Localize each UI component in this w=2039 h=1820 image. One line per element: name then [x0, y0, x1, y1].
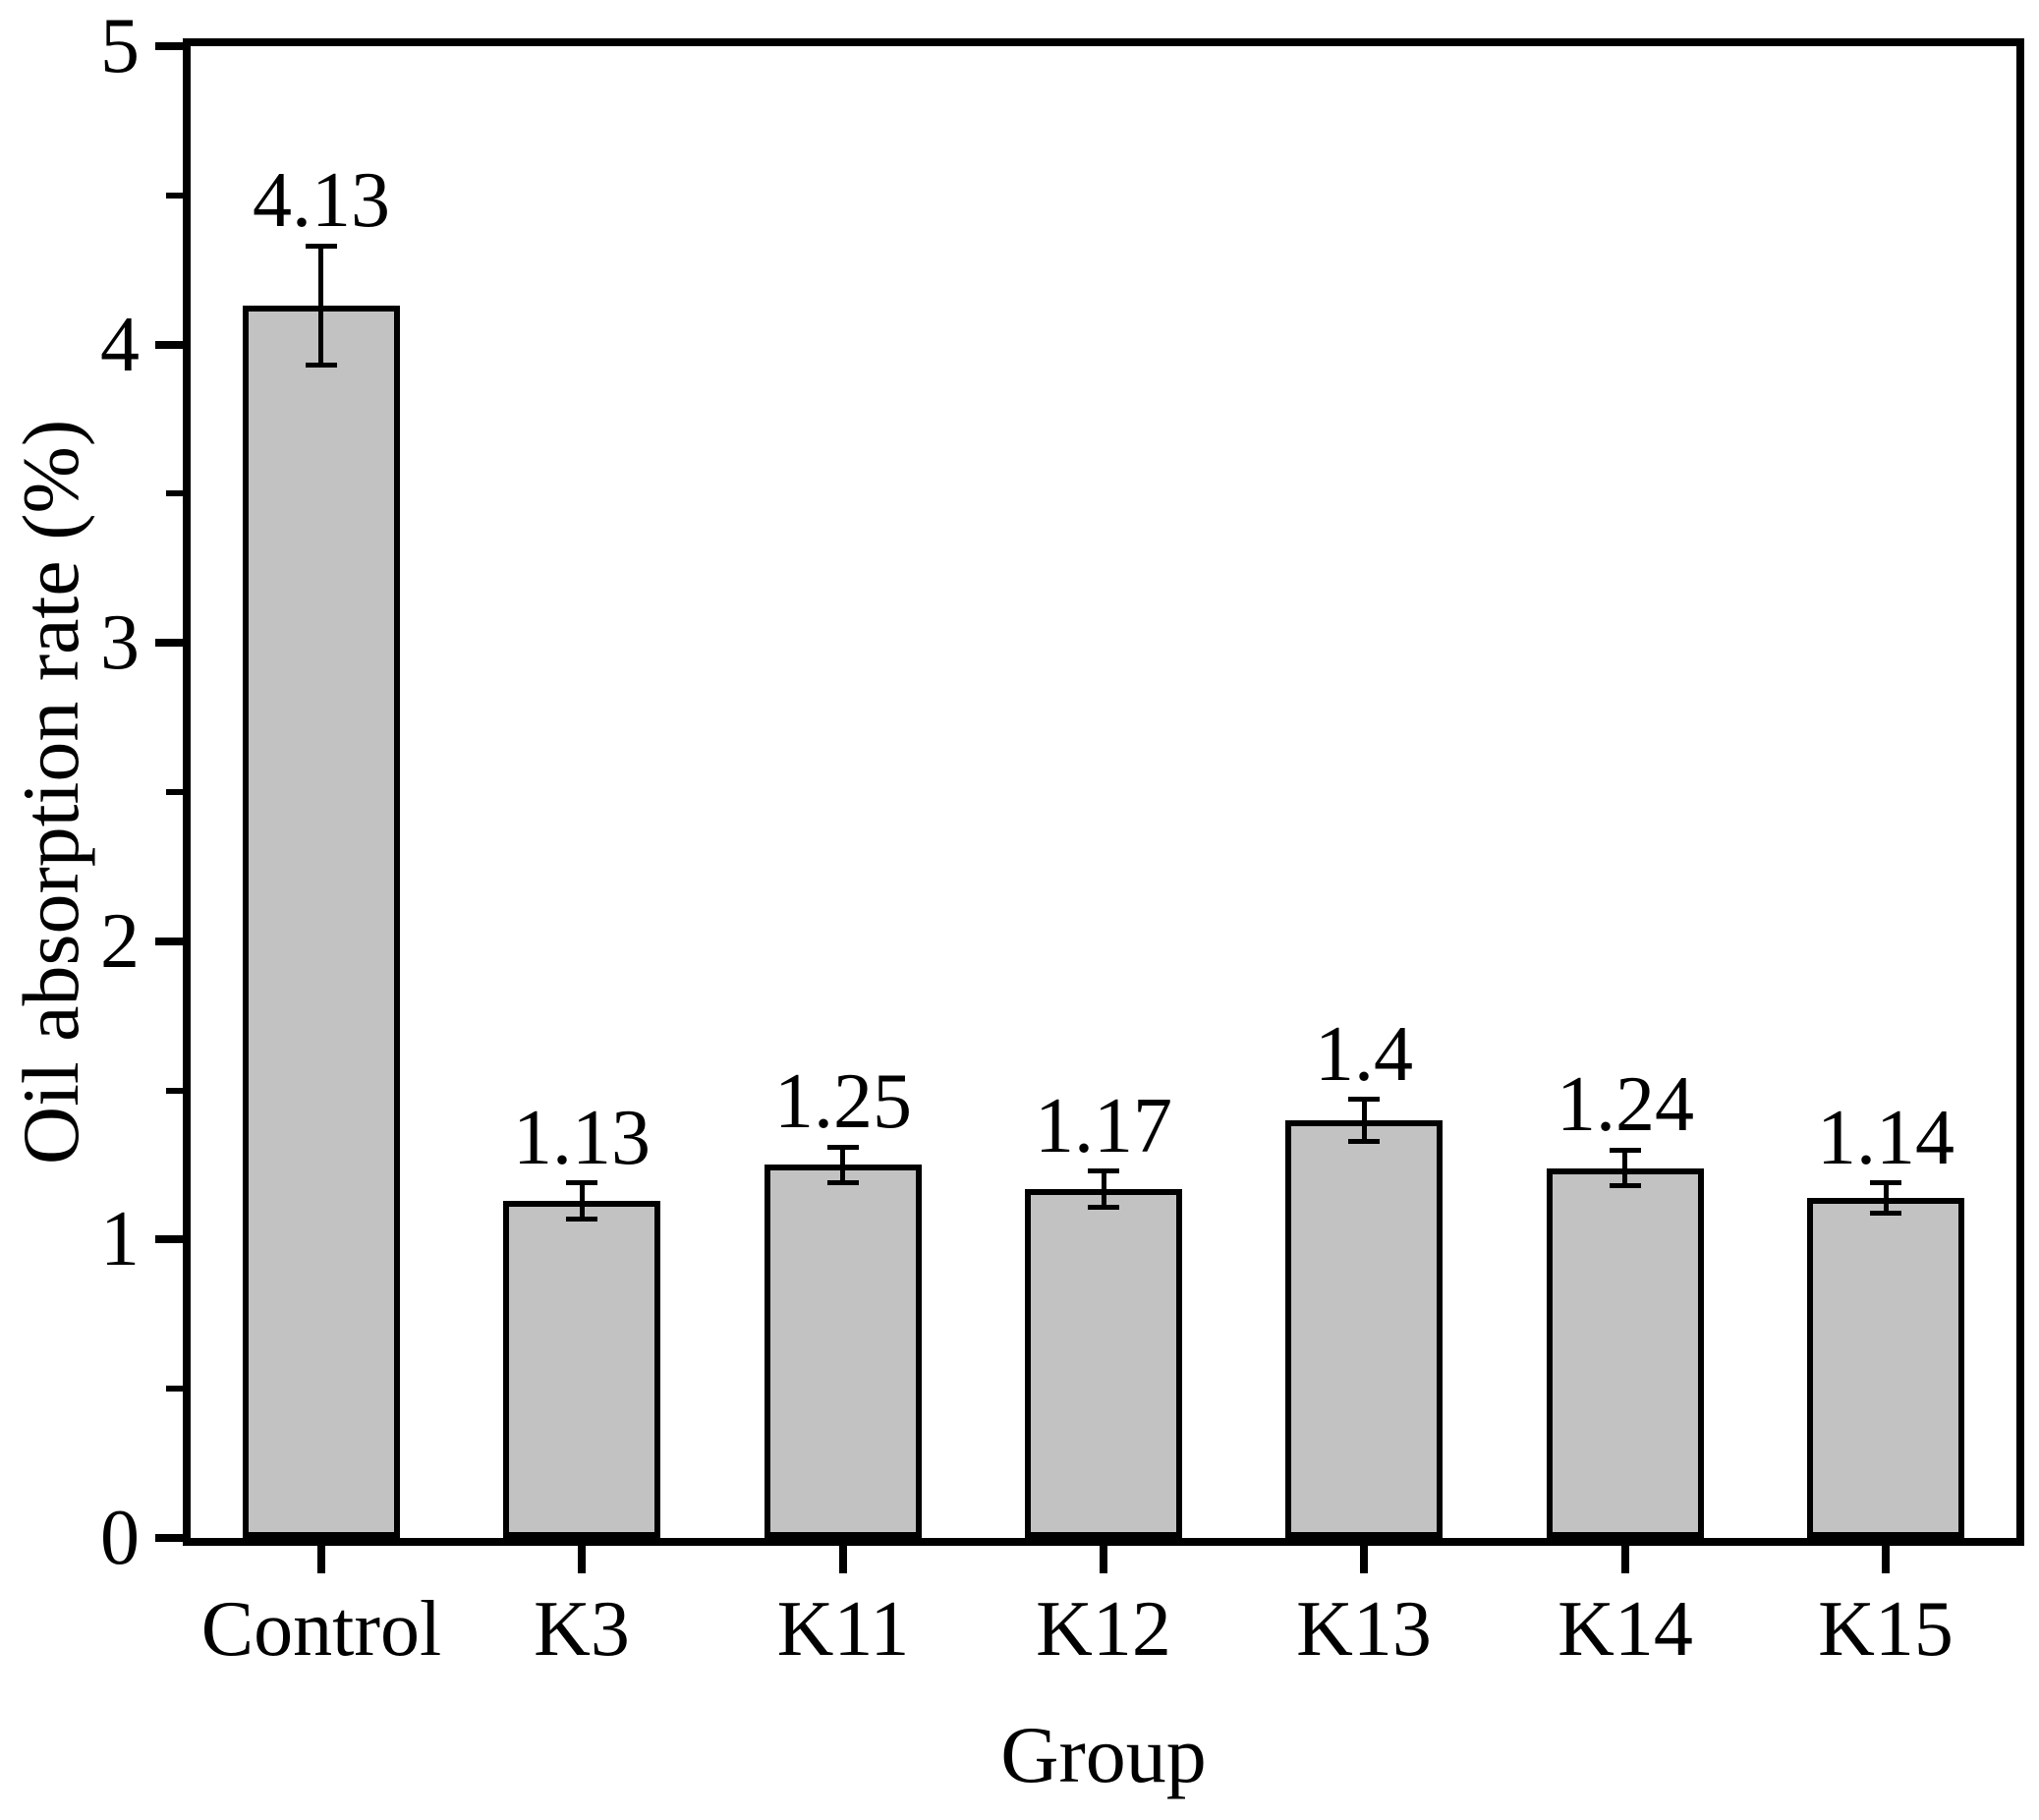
error-bar-K13: [1362, 1099, 1367, 1141]
x-tick-K3: [578, 1546, 586, 1573]
y-tick-label-5: 5: [100, 3, 140, 89]
x-tick-K13: [1360, 1546, 1368, 1573]
error-cap-top: [566, 1180, 597, 1185]
x-tick-K15: [1882, 1546, 1890, 1573]
bar-K13: [1285, 1120, 1443, 1538]
y-tick-minor: [166, 193, 183, 199]
x-tick-K14: [1621, 1546, 1629, 1573]
error-bar-Control: [318, 247, 323, 366]
bar-K14: [1547, 1168, 1704, 1538]
error-cap-top: [1610, 1148, 1641, 1153]
x-tick-label-Control: Control: [200, 1586, 442, 1673]
x-tick-Control: [317, 1546, 325, 1573]
error-cap-top: [827, 1145, 859, 1150]
error-cap-bottom: [827, 1180, 859, 1185]
x-tick-label-K12: K12: [1036, 1586, 1171, 1673]
x-tick-label-K3: K3: [534, 1586, 630, 1673]
y-tick-label-0: 0: [100, 1495, 140, 1581]
error-bar-K15: [1884, 1183, 1889, 1213]
value-label: 1.24: [1557, 1061, 1694, 1148]
error-cap-bottom: [306, 363, 337, 368]
bar-K15: [1807, 1198, 1964, 1538]
bar-Control: [243, 306, 400, 1538]
y-tick-label-1: 1: [100, 1196, 140, 1282]
error-bar-K14: [1622, 1151, 1627, 1186]
value-label: 1.17: [1035, 1083, 1172, 1169]
y-tick-label-3: 3: [100, 599, 140, 686]
x-tick-label-K13: K13: [1296, 1586, 1432, 1673]
error-cap-bottom: [1870, 1211, 1901, 1216]
x-tick-label-K11: K11: [776, 1586, 910, 1673]
y-tick-major-5: [155, 42, 183, 50]
y-tick-minor: [166, 789, 183, 795]
bar-K3: [503, 1201, 660, 1538]
error-bar-K3: [580, 1183, 585, 1219]
error-bar-K11: [840, 1148, 845, 1183]
bar-K11: [765, 1165, 922, 1538]
error-cap-top: [306, 244, 337, 249]
y-tick-major-2: [155, 938, 183, 945]
y-tick-major-1: [155, 1235, 183, 1243]
bar-K12: [1025, 1189, 1182, 1538]
error-cap-top: [1348, 1097, 1380, 1102]
y-tick-major-3: [155, 639, 183, 647]
error-cap-top: [1088, 1168, 1119, 1173]
value-label: 1.14: [1817, 1095, 1954, 1181]
error-bar-K12: [1102, 1171, 1106, 1207]
error-cap-bottom: [566, 1217, 597, 1222]
error-cap-bottom: [1610, 1183, 1641, 1188]
x-tick-label-K15: K15: [1818, 1586, 1954, 1673]
y-tick-major-4: [155, 341, 183, 349]
y-tick-major-0: [155, 1534, 183, 1542]
y-axis-title: Oil absorption rate (%): [6, 419, 95, 1166]
x-axis-title: Group: [1000, 1710, 1207, 1799]
value-label: 1.25: [774, 1058, 912, 1145]
error-cap-top: [1870, 1180, 1901, 1185]
value-label: 4.13: [253, 157, 390, 244]
y-tick-minor: [166, 490, 183, 496]
axes-frame: [183, 38, 2024, 1546]
y-tick-label-2: 2: [100, 898, 140, 985]
value-label: 1.4: [1315, 1011, 1413, 1098]
plot-area: 4.13 1.13 1.25 1.17 1.4 1.24 1.14: [191, 46, 2016, 1538]
x-tick-label-K14: K14: [1558, 1586, 1693, 1673]
error-cap-bottom: [1348, 1139, 1380, 1144]
x-tick-K12: [1100, 1546, 1107, 1573]
x-tick-K11: [839, 1546, 847, 1573]
y-tick-label-4: 4: [100, 302, 140, 388]
error-cap-bottom: [1088, 1205, 1119, 1210]
value-label: 1.13: [513, 1095, 651, 1181]
y-tick-minor: [166, 1088, 183, 1094]
y-tick-minor: [166, 1386, 183, 1392]
